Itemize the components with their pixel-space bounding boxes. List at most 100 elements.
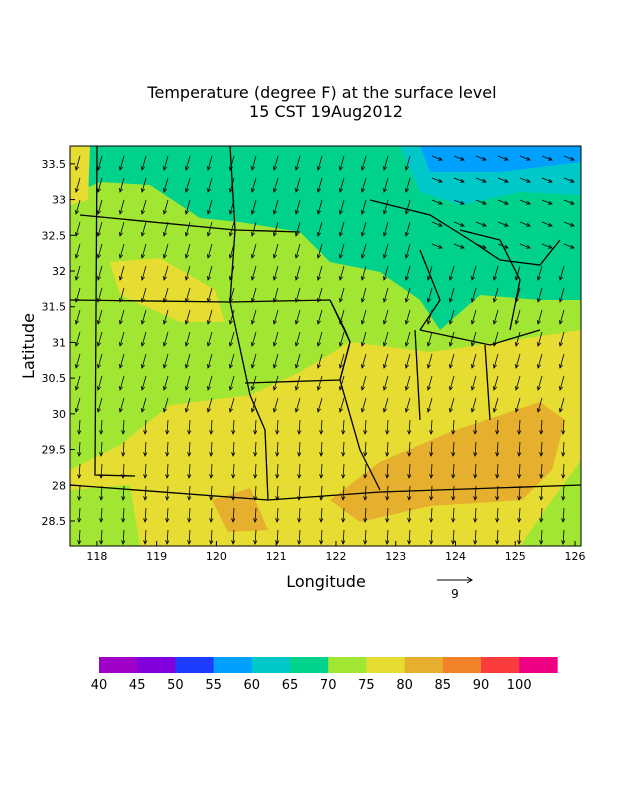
wind-arrow xyxy=(341,507,346,523)
x-tick-label: 124 xyxy=(445,550,466,563)
wind-arrow xyxy=(162,221,169,237)
wind-arrow xyxy=(341,463,346,479)
wind-arrow xyxy=(360,331,367,347)
wind-arrow xyxy=(563,243,575,249)
wind-arrow xyxy=(475,221,487,227)
wind-arrow xyxy=(470,265,477,281)
wind-arrow xyxy=(96,221,103,237)
wind-arrow xyxy=(184,243,191,259)
wind-arrow xyxy=(165,485,170,501)
wind-arrow xyxy=(74,177,81,193)
wind-arrow xyxy=(316,331,323,347)
colorbar-label: 70 xyxy=(320,678,337,693)
wind-arrow xyxy=(118,287,125,303)
wind-arrow xyxy=(231,419,236,435)
wind-arrow xyxy=(250,353,257,369)
plot-frame xyxy=(69,145,582,547)
wind-arrow xyxy=(514,375,521,391)
wind-arrow xyxy=(363,529,368,545)
x-tick-label: 118 xyxy=(86,550,107,563)
wind-arrow xyxy=(558,287,565,303)
wind-arrow xyxy=(297,529,302,545)
wind-arrow xyxy=(497,243,509,249)
wind-arrow xyxy=(184,353,191,369)
wind-arrow xyxy=(165,507,170,523)
x-tick-label: 121 xyxy=(266,550,287,563)
wind-arrow xyxy=(338,243,345,259)
wind-arrow xyxy=(316,199,323,215)
y-tick-label: 31 xyxy=(52,336,66,349)
wind-arrow xyxy=(209,485,214,501)
wind-arrow xyxy=(429,463,434,479)
y-tick-label: 28.5 xyxy=(42,515,67,528)
wind-arrow xyxy=(360,309,367,325)
wind-arrow xyxy=(404,287,411,303)
wind-arrow xyxy=(162,155,169,171)
wind-arrow xyxy=(319,441,324,457)
wind-arrow xyxy=(206,265,213,281)
wind-arrow xyxy=(96,199,103,215)
wind-arrow xyxy=(429,485,434,501)
wind-arrow xyxy=(231,441,236,457)
wind-arrow xyxy=(316,177,323,193)
wind-arrow xyxy=(275,485,280,501)
wind-arrow xyxy=(184,177,191,193)
wind-arrow xyxy=(539,463,544,479)
wind-arrow xyxy=(539,507,544,523)
wind-arrow xyxy=(338,221,345,237)
wind-arrow xyxy=(473,485,478,501)
wind-arrow xyxy=(253,419,258,435)
wind-arrow xyxy=(272,265,279,281)
wind-arrow xyxy=(294,375,301,391)
y-tick-label: 33 xyxy=(52,194,66,207)
wind-arrow xyxy=(382,221,389,237)
wind-arrow xyxy=(431,177,443,183)
wind-arrow xyxy=(558,397,565,413)
x-tick-label: 126 xyxy=(565,550,586,563)
wind-arrow xyxy=(77,507,82,523)
wind-arrow xyxy=(517,485,522,501)
wind-arrow xyxy=(165,441,170,457)
wind-arrow xyxy=(228,243,235,259)
wind-arrow xyxy=(448,287,455,303)
colorbar-swatch xyxy=(175,657,214,673)
wind-arrow xyxy=(360,177,367,193)
wind-arrow xyxy=(492,265,499,281)
wind-arrow xyxy=(541,243,553,249)
wind-arrow xyxy=(473,441,478,457)
wind-arrow xyxy=(228,309,235,325)
wind-arrow xyxy=(319,463,324,479)
wind-arrow xyxy=(338,177,345,193)
wind-arrow xyxy=(475,177,487,183)
wind-arrow xyxy=(338,397,345,413)
x-tick-label: 123 xyxy=(385,550,406,563)
wind-arrow xyxy=(187,419,192,435)
wind-arrow xyxy=(558,265,565,281)
wind-arrow xyxy=(253,485,258,501)
wind-arrow xyxy=(184,309,191,325)
wind-arrow xyxy=(363,507,368,523)
wind-arrow xyxy=(272,221,279,237)
wind-arrow xyxy=(517,507,522,523)
wind-arrow xyxy=(294,309,301,325)
wind-arrow xyxy=(536,331,543,347)
wind-arrow xyxy=(187,485,192,501)
wind-arrow xyxy=(514,331,521,347)
wind-arrow xyxy=(206,287,213,303)
wind-arrow xyxy=(451,441,456,457)
wind-arrow xyxy=(206,199,213,215)
wind-arrow xyxy=(558,309,565,325)
wind-arrow xyxy=(184,199,191,215)
wind-arrow xyxy=(451,507,456,523)
wind-arrow xyxy=(473,529,478,545)
wind-arrow xyxy=(541,155,553,161)
wind-arrow xyxy=(426,287,433,303)
wind-arrow xyxy=(143,419,148,435)
wind-arrow xyxy=(96,155,103,171)
wind-arrow xyxy=(99,507,104,523)
wind-arrow xyxy=(74,199,81,215)
y-tick-label: 33.5 xyxy=(42,158,67,171)
wind-arrow xyxy=(250,155,257,171)
wind-arrow xyxy=(495,507,500,523)
